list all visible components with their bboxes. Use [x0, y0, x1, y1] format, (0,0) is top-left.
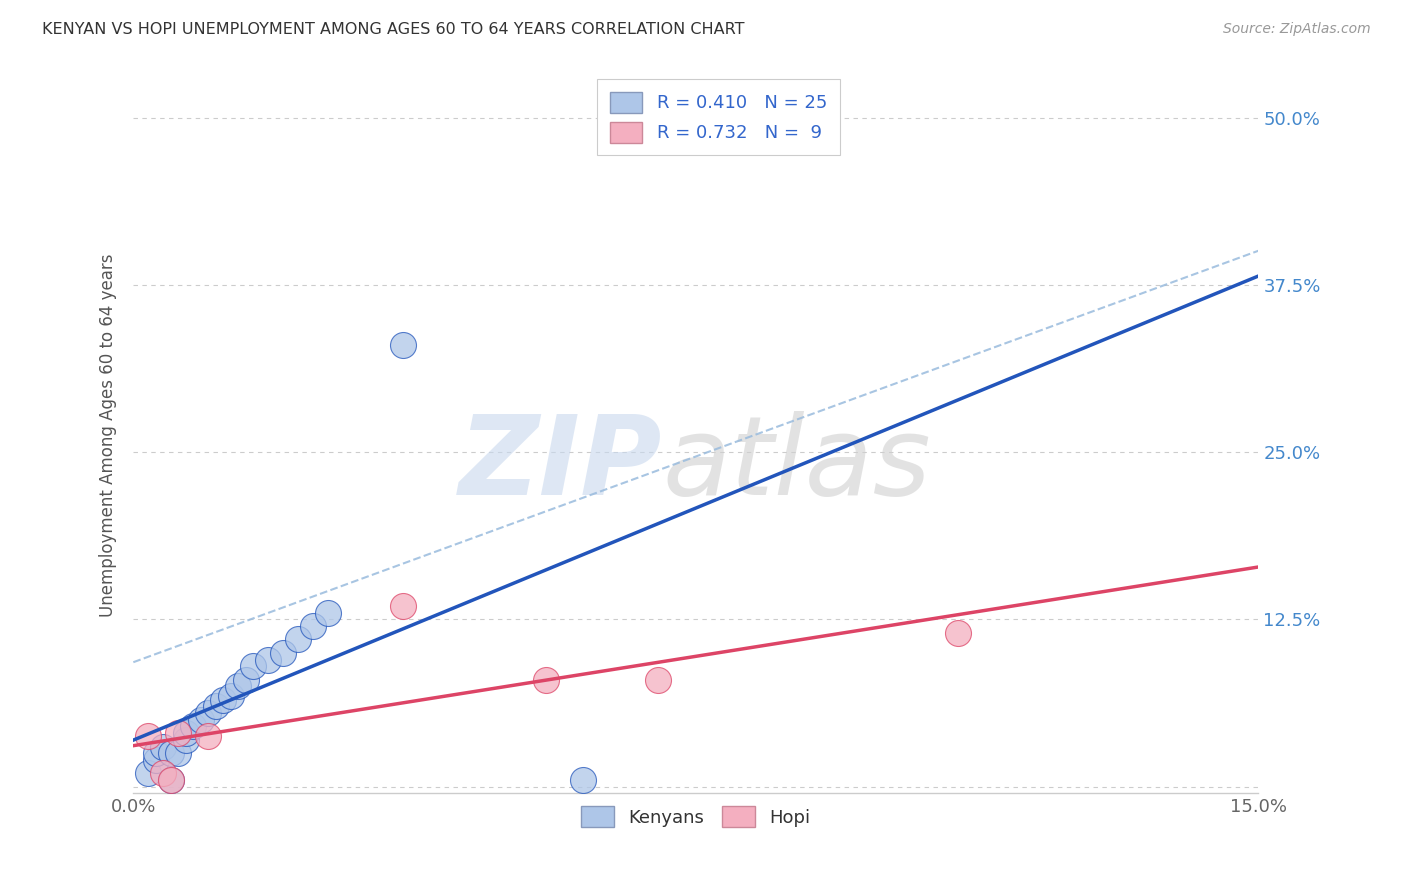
Point: [145, 753, 167, 767]
Point: [174, 726, 197, 740]
Point: [183, 719, 205, 733]
Point: [138, 766, 160, 780]
Point: [302, 619, 325, 633]
Point: [948, 625, 970, 640]
Point: [160, 772, 183, 787]
Point: [197, 729, 219, 743]
Point: [167, 726, 190, 740]
Y-axis label: Unemployment Among Ages 60 to 64 years: Unemployment Among Ages 60 to 64 years: [100, 253, 117, 617]
Point: [138, 729, 160, 743]
Point: [152, 766, 174, 780]
Point: [152, 739, 174, 754]
Point: [392, 338, 415, 352]
Point: [219, 689, 242, 703]
Point: [160, 772, 183, 787]
Point: [257, 652, 280, 666]
Point: [235, 673, 257, 687]
Text: ZIP: ZIP: [458, 410, 662, 517]
Point: [145, 746, 167, 760]
Legend: Kenyans, Hopi: Kenyans, Hopi: [574, 799, 818, 834]
Point: [228, 679, 250, 693]
Text: Source: ZipAtlas.com: Source: ZipAtlas.com: [1223, 22, 1371, 37]
Point: [273, 646, 295, 660]
Point: [174, 732, 197, 747]
Text: atlas: atlas: [662, 410, 931, 517]
Point: [647, 673, 669, 687]
Point: [190, 713, 212, 727]
Point: [242, 659, 264, 673]
Point: [392, 599, 415, 613]
Point: [160, 746, 183, 760]
Point: [318, 606, 340, 620]
Point: [197, 706, 219, 720]
Point: [534, 673, 557, 687]
Point: [205, 699, 228, 714]
Text: KENYAN VS HOPI UNEMPLOYMENT AMONG AGES 60 TO 64 YEARS CORRELATION CHART: KENYAN VS HOPI UNEMPLOYMENT AMONG AGES 6…: [42, 22, 745, 37]
Point: [287, 632, 309, 647]
Point: [572, 772, 595, 787]
Point: [167, 746, 190, 760]
Point: [212, 692, 235, 706]
